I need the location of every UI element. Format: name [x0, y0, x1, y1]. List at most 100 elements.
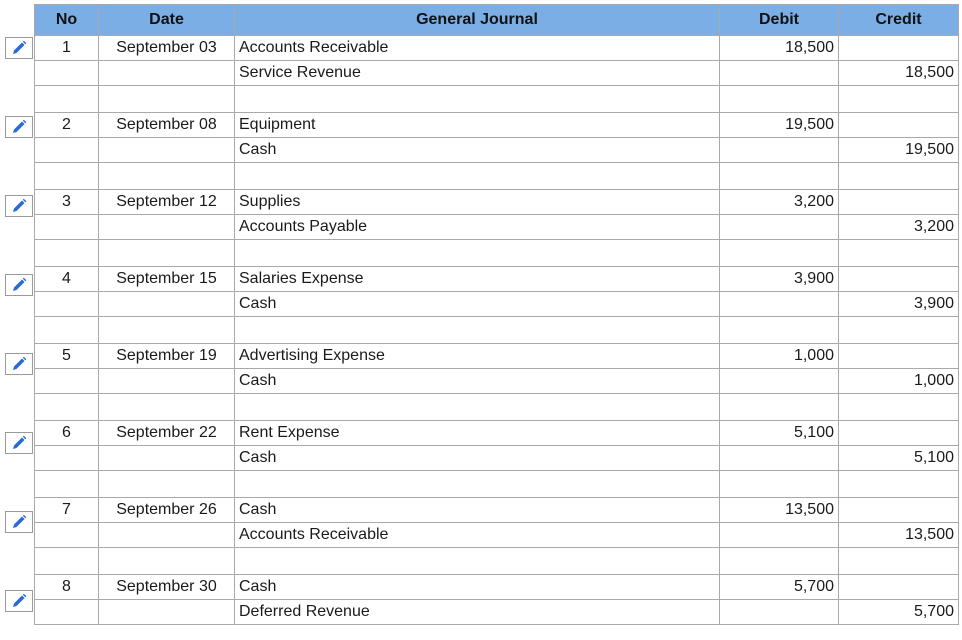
credit-amount-cell[interactable]: 18,500: [838, 60, 959, 86]
debit-amount-cell-empty[interactable]: [719, 445, 839, 471]
credit-amount-cell-empty[interactable]: [838, 112, 959, 138]
credit-amount-cell-empty[interactable]: [838, 343, 959, 369]
entry-date-empty: [98, 137, 235, 163]
entry-number-empty: [34, 214, 99, 240]
credit-account-cell[interactable]: Service Revenue: [234, 60, 720, 86]
entry-spacer-row: [34, 547, 959, 575]
entry-date: September 22: [98, 420, 235, 446]
credit-amount-cell[interactable]: 5,100: [838, 445, 959, 471]
debit-amount-cell[interactable]: 3,900: [719, 266, 839, 292]
spacer-cell: [719, 162, 839, 190]
pencil-edit-icon: [13, 119, 27, 133]
debit-account-cell[interactable]: Salaries Expense: [234, 266, 720, 292]
entry-number-empty: [34, 291, 99, 317]
entry-number-empty: [34, 522, 99, 548]
debit-amount-cell-empty[interactable]: [719, 522, 839, 548]
credit-account-cell[interactable]: Cash: [234, 137, 720, 163]
credit-amount-cell-empty[interactable]: [838, 420, 959, 446]
debit-account-cell[interactable]: Cash: [234, 574, 720, 600]
entry-date-empty: [98, 599, 235, 625]
debit-amount-cell[interactable]: 5,100: [719, 420, 839, 446]
pencil-edit-icon: [13, 40, 27, 54]
entry-debit-row: 3 September 12 Supplies 3,200: [34, 189, 959, 215]
debit-amount-cell-empty[interactable]: [719, 214, 839, 240]
spacer-cell: [98, 162, 235, 190]
pencil-edit-icon: [13, 593, 27, 607]
spacer-cell: [838, 393, 959, 421]
spacer-cell: [234, 470, 720, 498]
credit-amount-cell-empty[interactable]: [838, 497, 959, 523]
entry-spacer-row: [34, 470, 959, 498]
edit-entry-button[interactable]: [5, 116, 33, 138]
entry-credit-row: Accounts Receivable 13,500: [34, 522, 959, 548]
spacer-cell: [719, 393, 839, 421]
credit-account-cell[interactable]: Cash: [234, 445, 720, 471]
edit-entry-button[interactable]: [5, 37, 33, 59]
credit-amount-cell-empty[interactable]: [838, 35, 959, 61]
entry-number: 4: [34, 266, 99, 292]
edit-entry-button[interactable]: [5, 353, 33, 375]
debit-amount-cell-empty[interactable]: [719, 599, 839, 625]
credit-amount-cell[interactable]: 19,500: [838, 137, 959, 163]
pencil-edit-icon: [13, 356, 27, 370]
entry-credit-row: Cash 5,100: [34, 445, 959, 471]
debit-account-cell[interactable]: Supplies: [234, 189, 720, 215]
entry-credit-row: Cash 1,000: [34, 368, 959, 394]
spacer-cell: [34, 316, 99, 344]
entry-spacer-row: [34, 239, 959, 267]
entry-number-empty: [34, 599, 99, 625]
entry-date: September 08: [98, 112, 235, 138]
credit-amount-cell[interactable]: 3,900: [838, 291, 959, 317]
credit-amount-cell-empty[interactable]: [838, 574, 959, 600]
debit-amount-cell[interactable]: 5,700: [719, 574, 839, 600]
credit-amount-cell[interactable]: 1,000: [838, 368, 959, 394]
debit-amount-cell-empty[interactable]: [719, 60, 839, 86]
edit-entry-button[interactable]: [5, 511, 33, 533]
header-credit: Credit: [838, 4, 959, 36]
edit-entry-button[interactable]: [5, 590, 33, 612]
entry-number: 5: [34, 343, 99, 369]
credit-account-cell[interactable]: Accounts Payable: [234, 214, 720, 240]
credit-account-cell[interactable]: Cash: [234, 368, 720, 394]
entry-number-empty: [34, 137, 99, 163]
debit-account-cell[interactable]: Rent Expense: [234, 420, 720, 446]
entry-number: 6: [34, 420, 99, 446]
pencil-edit-icon: [13, 277, 27, 291]
credit-account-cell[interactable]: Cash: [234, 291, 720, 317]
header-general-journal: General Journal: [234, 4, 720, 36]
credit-amount-cell[interactable]: 5,700: [838, 599, 959, 625]
spacer-cell: [719, 316, 839, 344]
debit-amount-cell[interactable]: 3,200: [719, 189, 839, 215]
credit-amount-cell-empty[interactable]: [838, 266, 959, 292]
debit-amount-cell[interactable]: 18,500: [719, 35, 839, 61]
debit-amount-cell-empty[interactable]: [719, 137, 839, 163]
entry-date: September 19: [98, 343, 235, 369]
credit-account-cell[interactable]: Accounts Receivable: [234, 522, 720, 548]
debit-amount-cell[interactable]: 1,000: [719, 343, 839, 369]
debit-amount-cell-empty[interactable]: [719, 291, 839, 317]
debit-account-cell[interactable]: Equipment: [234, 112, 720, 138]
entry-number: 3: [34, 189, 99, 215]
entry-number: 8: [34, 574, 99, 600]
edit-entry-button[interactable]: [5, 432, 33, 454]
credit-amount-cell-empty[interactable]: [838, 189, 959, 215]
edit-entry-button[interactable]: [5, 195, 33, 217]
spacer-cell: [234, 316, 720, 344]
debit-amount-cell[interactable]: 13,500: [719, 497, 839, 523]
credit-account-cell[interactable]: Deferred Revenue: [234, 599, 720, 625]
debit-amount-cell[interactable]: 19,500: [719, 112, 839, 138]
debit-account-cell[interactable]: Advertising Expense: [234, 343, 720, 369]
credit-amount-cell[interactable]: 3,200: [838, 214, 959, 240]
debit-amount-cell-empty[interactable]: [719, 368, 839, 394]
entry-date: September 30: [98, 574, 235, 600]
spacer-cell: [234, 239, 720, 267]
debit-account-cell[interactable]: Cash: [234, 497, 720, 523]
debit-account-cell[interactable]: Accounts Receivable: [234, 35, 720, 61]
spacer-cell: [34, 547, 99, 575]
credit-amount-cell[interactable]: 13,500: [838, 522, 959, 548]
entry-date-empty: [98, 291, 235, 317]
header-debit: Debit: [719, 4, 839, 36]
spacer-cell: [34, 162, 99, 190]
edit-entry-button[interactable]: [5, 274, 33, 296]
header-date: Date: [98, 4, 235, 36]
